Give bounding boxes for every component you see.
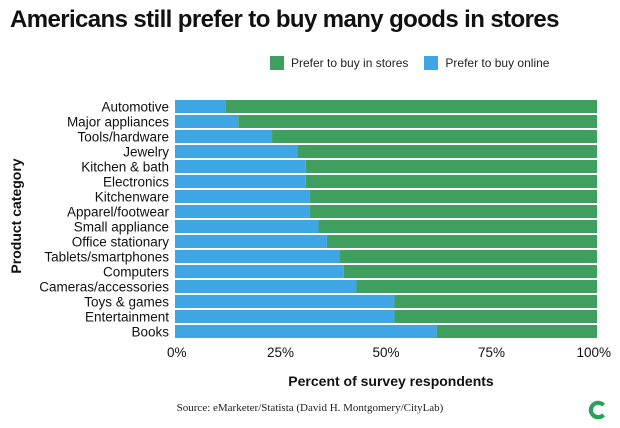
x-tick-label: 25% [267, 345, 294, 360]
bars-group [175, 100, 598, 338]
category-label: Office stationary [72, 235, 170, 250]
x-tick-label: 75% [478, 345, 505, 360]
legend-label-stores: Prefer to buy in stores [291, 56, 409, 70]
category-label: Jewelry [123, 145, 169, 160]
bar-online [175, 325, 437, 338]
bar-stores [305, 160, 597, 173]
bar-online [175, 235, 327, 248]
category-label: Toys & games [84, 295, 169, 310]
bar-online [175, 100, 226, 113]
bar-online [175, 145, 298, 158]
bar-online [175, 265, 344, 278]
bar-online [175, 280, 357, 293]
bar-stores [305, 175, 597, 188]
bar-stores [339, 250, 597, 263]
legend-swatch-stores [270, 56, 284, 70]
bar-online [175, 175, 306, 188]
category-label: Kitchenware [95, 190, 169, 205]
bar-stores [272, 130, 597, 143]
bar-online [175, 220, 319, 233]
x-tick-labels: 0% 25% 50% 75% 100% [167, 345, 611, 360]
legend-item-stores: Prefer to buy in stores [270, 56, 408, 70]
x-tick-label: 100% [576, 345, 611, 360]
category-label: Small appliance [74, 220, 169, 235]
category-label: Kitchen & bath [81, 160, 169, 175]
category-label: Tools/hardware [77, 130, 169, 145]
legend-swatch-online [424, 56, 439, 70]
bar-stores [356, 280, 597, 293]
citylab-logo-icon [588, 400, 606, 420]
legend: Prefer to buy in stores Prefer to buy on… [270, 56, 565, 70]
bar-stores [436, 325, 597, 338]
category-label: Entertainment [85, 310, 169, 325]
bar-online [175, 160, 306, 173]
source-note: Source: eMarketer/Statista (David H. Mon… [176, 402, 444, 414]
category-label: Major appliances [67, 115, 169, 130]
bar-online [175, 310, 395, 323]
x-tick-label: 50% [372, 345, 399, 360]
bar-stores [238, 115, 598, 128]
legend-item-online: Prefer to buy online [424, 56, 549, 70]
category-label: Automotive [101, 100, 169, 115]
bar-stores [310, 190, 597, 203]
category-label: Books [131, 325, 169, 340]
legend-label-online: Prefer to buy online [445, 56, 550, 70]
chart-title: Americans still prefer to buy many goods… [10, 6, 559, 33]
category-label: Tablets/smartphones [44, 250, 169, 265]
category-label: Cameras/accessories [39, 280, 169, 295]
bar-stores [225, 100, 597, 113]
bar-online [175, 205, 311, 218]
x-tick-label: 0% [167, 345, 187, 360]
bar-stores [318, 220, 597, 233]
bar-online [175, 250, 340, 263]
bar-online [175, 295, 395, 308]
x-axis-label: Percent of survey respondents [288, 373, 494, 389]
bar-online [175, 190, 311, 203]
bar-online [175, 115, 239, 128]
bar-online [175, 130, 273, 143]
category-label: Computers [103, 265, 169, 280]
bar-stores [326, 235, 597, 248]
bar-stores [297, 145, 597, 158]
category-label: Electronics [103, 175, 169, 190]
bar-stores [310, 205, 597, 218]
bar-stores [394, 295, 597, 308]
category-label: Apparel/footwear [67, 205, 170, 220]
bar-stores [343, 265, 597, 278]
y-axis-label: Product category [8, 158, 24, 273]
bar-stores [394, 310, 597, 323]
